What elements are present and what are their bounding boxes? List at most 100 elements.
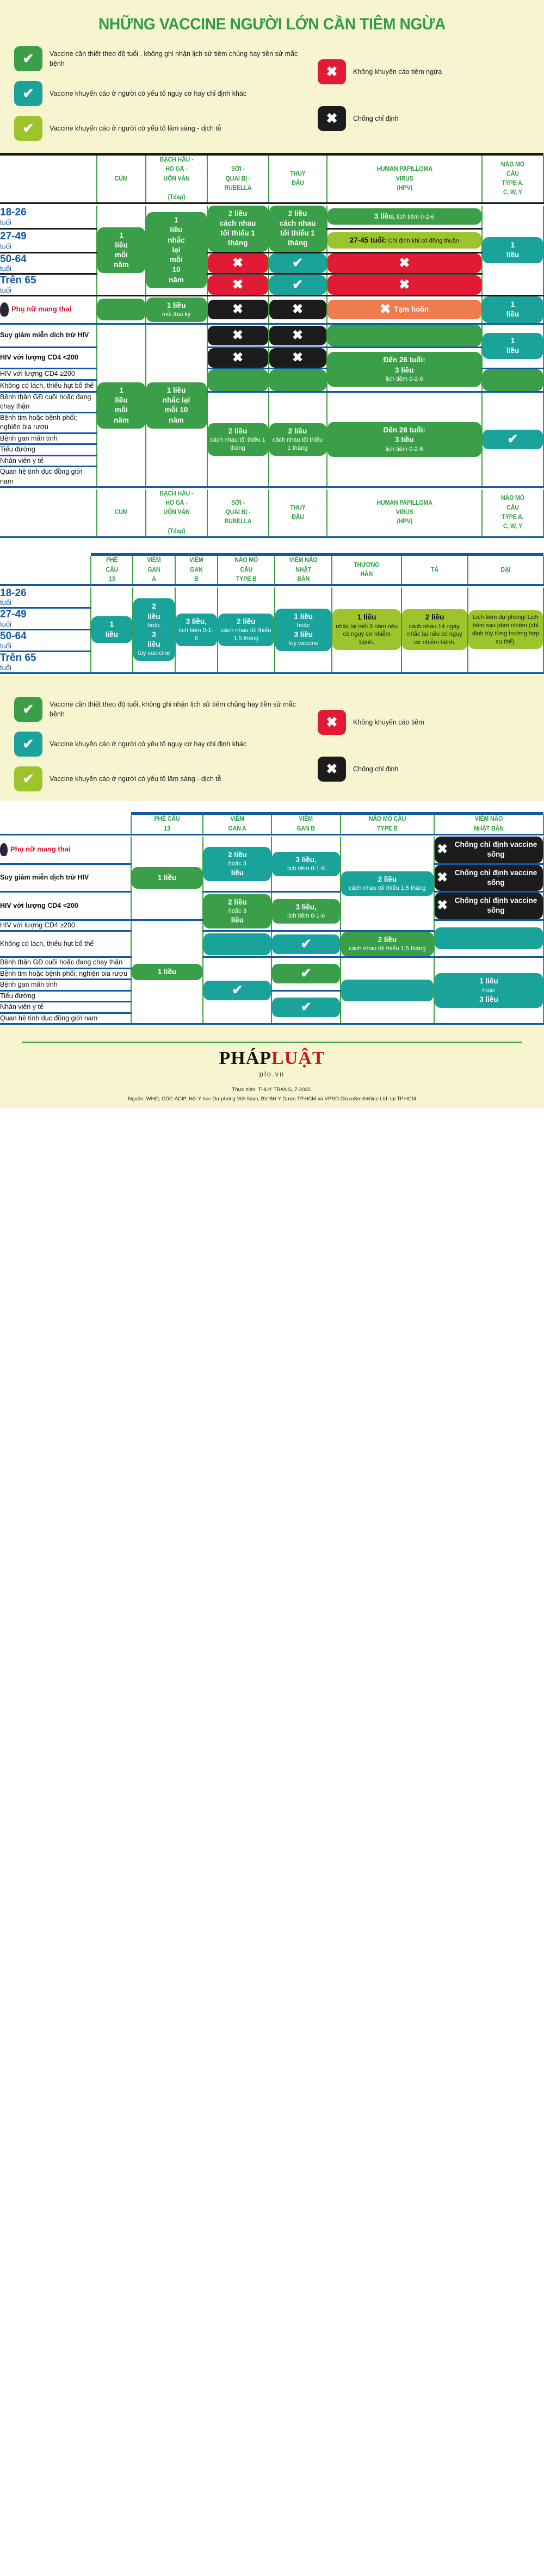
cell-je[interactable]: 1 liều hoặc 3 liều tùy vaccine [274,587,333,673]
cell-pill[interactable]: 1 liều [132,963,203,980]
cell-pill[interactable]: ✖ Tạm hoãn [327,300,481,320]
cell-pill[interactable]: 2 liều hoặc 3 liều [203,894,271,929]
cell-pneumo-13[interactable]: 1 liều [131,919,204,1024]
cell-pill[interactable]: 2 liều cách nhau 14 ngày, nhắc lại nếu có… [402,609,468,651]
cell-pill[interactable]: ✔ [272,934,340,954]
cell-pill[interactable]: 2 liều cách nhau tối thiểu 1 tháng [207,205,268,252]
cell-mmr[interactable]: ✖ [206,346,269,369]
cell-pill[interactable]: 1 liều mỗi năm [97,227,145,274]
cell-varicella[interactable]: ✖ [268,346,327,369]
cell-pill[interactable]: 3 liều, lịch tiêm 0-2-6 [327,208,481,225]
cell-pill[interactable]: ✖ [207,325,268,345]
cell-hpv[interactable]: 27-45 tuổi: Chỉ định khi có đồng thuận [326,227,483,253]
cell-mmr[interactable]: ✖ [206,251,269,274]
cell-pill[interactable] [269,369,326,391]
cell-pill[interactable]: 2 liều cách nhau tối thiểu 1,5 tháng [218,613,274,646]
cell-pill[interactable]: 2 liều cách nhau tối thiểu 1 tháng [269,423,326,456]
cell-pill[interactable]: Đến 26 tuổi: 3 liều lịch tiêm 0-2-6 [327,422,481,457]
cell-pill[interactable]: 2 liều cách nhau tối thiểu 1 tháng [269,205,326,252]
cell-pill[interactable] [341,980,434,1002]
website-url[interactable]: plo.vn [259,1069,285,1078]
cell-je[interactable]: ✖ Chống chỉ định vaccine sống [434,837,544,864]
cell-mmr[interactable]: 2 liều cách nhau tối thiểu 1 tháng [206,391,269,487]
cell-pill[interactable]: Lịch tiêm dự phòng/ Lịch tiêm sau phơi n… [468,610,543,649]
cell-pill[interactable]: ✖ Chống chỉ định vaccine sống [435,864,543,891]
cell-pill[interactable]: ✔ [272,964,340,984]
cell-hep-a[interactable] [202,930,273,957]
cell-hep-b[interactable]: 3 liều, lịch tiêm 0-1-6 [271,837,341,892]
cell-cum[interactable]: 1 liều mỗi năm [96,323,146,487]
cell-pill[interactable]: 2 liều cách nhau tối thiểu 1,5 tháng [341,932,434,957]
cell-pill[interactable]: 1 liều nhắc lại mỗi 10 năm [146,382,207,429]
cell-pill[interactable]: 1 liều nhắc lại mỗi 3 năm nếu có nguy cơ … [332,609,401,651]
cell-pill[interactable]: 1 liều hoặc 3 liều [435,973,543,1008]
cell-meningo[interactable]: 1 liều [481,295,544,324]
cell-hpv[interactable]: ✖ Tạm hoãn [326,295,483,324]
cell-mmr[interactable]: ✖ [206,323,269,348]
cell-meningo[interactable]: 1 liều [481,323,544,369]
cell-pill[interactable]: 3 liều, lịch tiêm 0-1-6 [272,899,340,924]
cell-mmr[interactable] [206,367,269,392]
cell-tdap[interactable]: 1 liều mỗi thai kỳ [145,295,208,324]
cell-pill[interactable]: 2 liều hoặc 3 liều tùy vac-cine [133,598,175,661]
cell-tdap[interactable]: 1 liều nhắc lại mỗi 10 năm [145,205,208,296]
cell-hep-a[interactable]: 2 liều hoặc 3 liều [202,837,273,892]
cell-pill[interactable] [207,369,268,391]
cell-pill[interactable]: ✖ [269,300,326,320]
cell-pneumo-13[interactable]: 1 liều [131,837,204,920]
cell-pill[interactable]: 2 liều hoặc 3 liều [203,846,271,881]
cell-varicella[interactable]: 2 liều cách nhau tối thiểu 1 tháng [268,391,327,487]
cell-meningo-b[interactable]: 2 liều cách nhau tối thiểu 1,5 tháng [217,587,276,673]
cell-je[interactable] [434,919,544,957]
cell-meningo-b[interactable]: 2 liều cách nhau tối thiểu 1,5 tháng [339,837,435,931]
cell-pill[interactable]: 1 liều mỗi thai kỳ [146,297,207,322]
cell-pill[interactable]: Đến 26 tuổi: 3 liều lịch tiêm 0-2-6 [327,352,481,387]
cell-meningo[interactable]: 1 liều [481,205,544,296]
cell-varicella[interactable]: ✖ [268,323,327,348]
cell-pill[interactable]: 27-45 tuổi: Chỉ định khi có đồng thuận [327,232,481,249]
cell-pneumo-13[interactable]: 1 liều [90,587,134,673]
cell-hep-a[interactable]: 2 liều hoặc 3 liều tùy vac-cine [132,587,176,673]
cell-cum[interactable]: 1 liều mỗi năm [96,205,146,296]
cell-pill[interactable]: 1 liều [91,616,133,643]
cell-tdap[interactable]: 1 liều nhắc lại mỗi 10 năm [145,323,208,487]
cell-pill[interactable] [203,933,271,955]
cell-hpv[interactable]: 3 liều, lịch tiêm 0-2-6 [326,205,483,229]
cell-pill[interactable]: ✔ [269,253,326,274]
cell-hpv[interactable]: ✖ [326,273,483,296]
cell-pill[interactable]: ✖ [207,348,268,368]
cell-je[interactable]: ✖ Chống chỉ định vaccine sống [434,863,544,892]
cell-hep-a[interactable]: ✔ [202,956,273,1024]
cell-hep-b[interactable]: ✔ [271,989,341,1024]
cell-hpv[interactable] [326,323,483,348]
cell-hpv[interactable]: ✖ [326,251,483,274]
cell-varicella[interactable]: 2 liều cách nhau tối thiểu 1 tháng [268,205,327,253]
cell-pill[interactable]: ✖ [327,275,481,295]
cell-hep-a[interactable]: 2 liều hoặc 3 liều [202,891,273,931]
cell-meningo[interactable] [481,367,544,392]
cell-hep-b[interactable]: 3 liều, lịch tiêm 0-1-6 [174,587,218,673]
cell-hep-b[interactable]: ✔ [271,930,341,957]
cell-typhoid[interactable]: 1 liều nhắc lại mỗi 3 năm nếu có nguy cơ … [331,587,403,673]
cell-pill[interactable] [435,927,543,950]
cell-pill[interactable]: ✔ [269,275,326,295]
cell-pill[interactable]: ✖ [269,325,326,345]
cell-pill[interactable]: 2 liều cách nhau tối thiểu 1,5 tháng [341,871,434,896]
cell-meningo-b[interactable] [339,956,435,1024]
cell-pill[interactable]: 3 liều, lịch tiêm 0-1-6 [175,613,217,646]
cell-varicella[interactable]: ✔ [268,273,327,296]
cell-pill[interactable]: ✔ [203,981,271,1001]
cell-varicella[interactable] [268,367,327,392]
cell-pill[interactable]: ✖ [207,253,268,274]
cell-pill[interactable]: ✖ Chống chỉ định vaccine sống [435,837,543,863]
cell-mmr[interactable]: ✖ [206,273,269,296]
cell-mmr[interactable]: 2 liều cách nhau tối thiểu 1 tháng [206,205,269,253]
cell-varicella[interactable]: ✔ [268,251,327,274]
cell-pill[interactable] [97,299,145,321]
cell-pill[interactable]: ✖ [207,275,268,295]
cell-pill[interactable]: ✖ [207,300,268,320]
cell-rabies[interactable]: Lịch tiêm dự phòng/ Lịch tiêm sau phơi n… [467,587,544,673]
cell-cholera[interactable]: 2 liều cách nhau 14 ngày, nhắc lại nếu có… [401,587,469,673]
cell-hep-b[interactable]: ✔ [271,956,341,991]
cell-pill[interactable]: ✔ [482,429,543,449]
